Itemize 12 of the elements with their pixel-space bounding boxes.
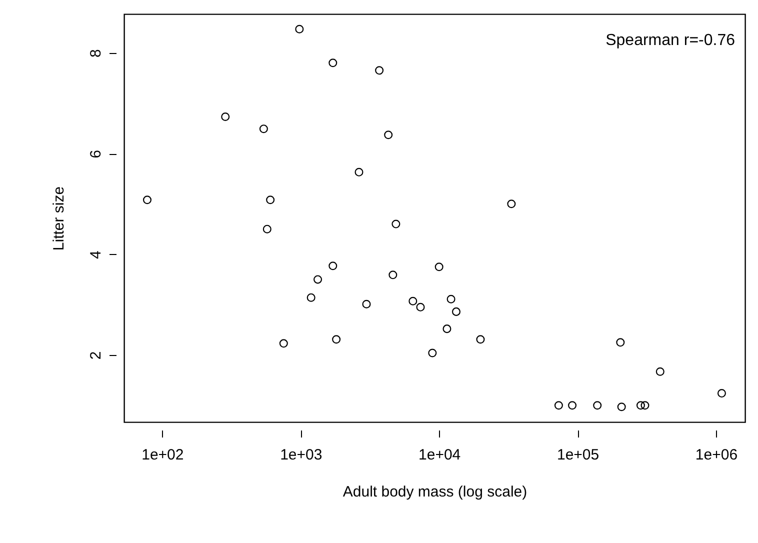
x-tick-label: 1e+02	[142, 446, 184, 464]
x-axis-title: Adult body mass (log scale)	[342, 484, 528, 500]
x-tick-label: 1e+04	[418, 446, 461, 464]
y-tick-label: 8	[88, 49, 104, 58]
x-tick-label: 1e+05	[556, 446, 600, 464]
x-tick-label: 1e+06	[695, 446, 738, 464]
annotation: Spearman r=-0.76	[606, 32, 736, 49]
y-axis-title: Litter size	[50, 186, 68, 251]
y-tick-label: 2	[88, 351, 104, 360]
y-tick-label: 6	[88, 150, 104, 158]
x-tick-label: 1e+03	[280, 446, 322, 464]
y-tick-label: 4	[88, 250, 104, 259]
